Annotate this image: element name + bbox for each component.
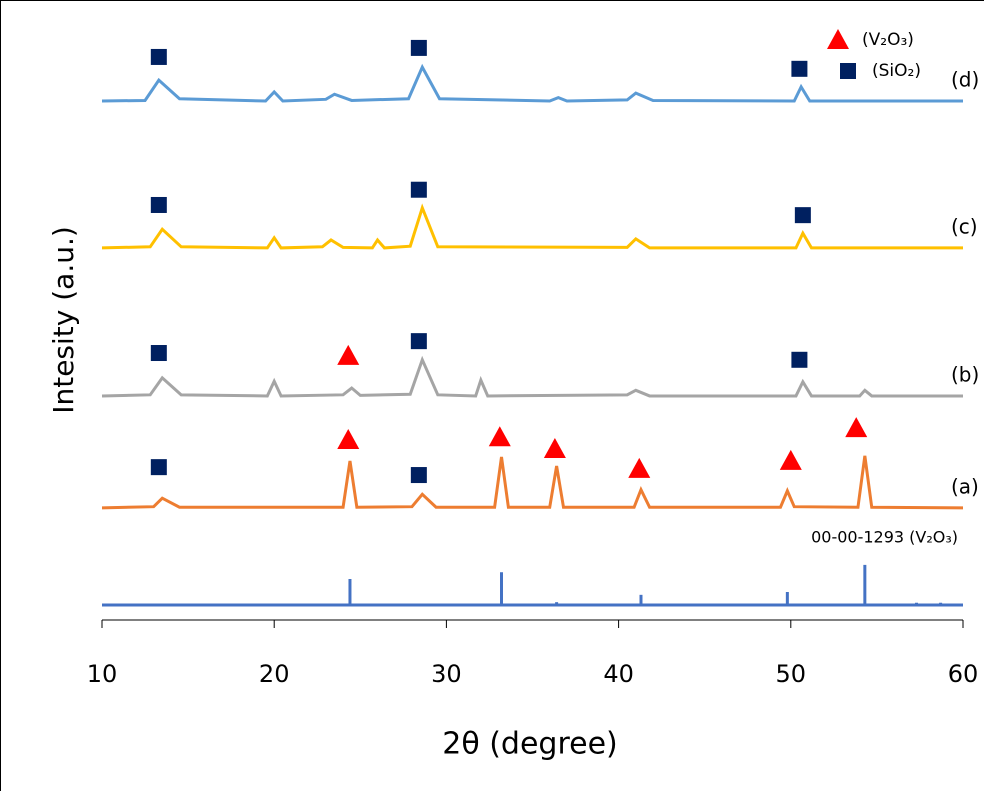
marker-square [150,48,167,65]
marker-triangle [779,449,802,470]
marker-triangle [543,438,566,459]
x-tick-label: 30 [431,660,462,688]
marker-triangle [337,429,360,450]
marker-triangle [337,344,360,365]
marker-triangle [488,426,511,447]
x-axis-label: 2θ (degree) [442,727,618,762]
marker-triangle [827,29,849,49]
marker-square [791,60,808,77]
xrd-pattern [101,355,963,398]
marker-square [150,459,167,476]
marker-square [410,333,427,350]
marker-triangle [628,457,651,478]
x-tick-label: 40 [603,660,634,688]
x-tick-label: 20 [259,660,290,688]
y-axis-label: Intesity (a.u.) [47,226,80,414]
marker-square [150,345,167,362]
series-label: (a) [951,474,979,498]
marker-square [840,63,856,79]
series-label: (c) [951,214,978,238]
x-tick-label: 60 [948,660,979,688]
x-tick-label: 10 [87,660,118,688]
marker-square [410,467,427,484]
reference-label: 00-00-1293 (V₂O₃) [811,528,958,547]
x-tick-label: 50 [776,660,807,688]
series-label: (d) [951,68,979,92]
marker-triangle [845,417,868,438]
xrd-pattern [101,455,964,510]
marker-square [410,181,427,198]
xrd-pattern [101,63,963,103]
series-label: (b) [951,362,979,386]
marker-square [794,207,811,224]
marker-square [791,351,808,368]
legend-label: (SiO₂) [872,61,921,81]
legend-label: (V₂O₃) [862,30,914,50]
xrd-pattern [101,203,963,250]
marker-square [150,196,167,213]
marker-square [410,39,427,56]
